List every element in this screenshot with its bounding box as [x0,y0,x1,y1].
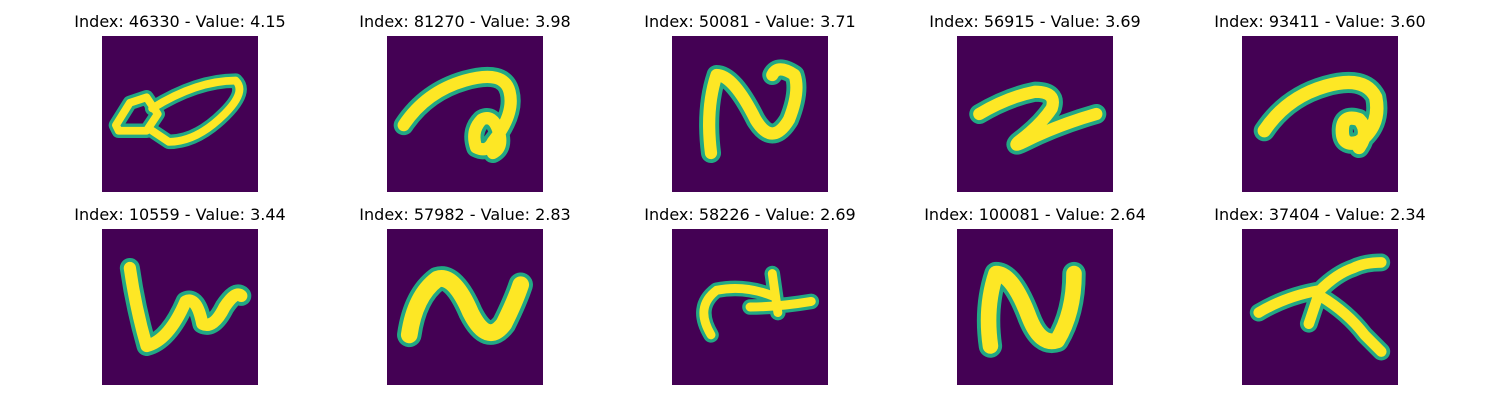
panel-title: Index: 46330 - Value: 4.15 [74,12,286,31]
handwritten-glyph-n-icon [957,229,1113,385]
panel-title: Index: 58226 - Value: 2.69 [644,205,856,224]
panel-title: Index: 93411 - Value: 3.60 [1214,12,1426,31]
panel-title: Index: 57982 - Value: 2.83 [359,205,571,224]
panel-title: Index: 81270 - Value: 3.98 [359,12,571,31]
handwritten-glyph-hook-icon [387,36,543,192]
panel-title: Index: 10559 - Value: 3.44 [74,205,286,224]
panel-title: Index: 50081 - Value: 3.71 [644,12,856,31]
handwritten-glyph-w-icon [102,229,258,385]
panel-title: Index: 100081 - Value: 2.64 [924,205,1146,224]
handwritten-glyph-plus-icon [672,229,828,385]
handwritten-glyph-cross-icon [1242,229,1398,385]
handwritten-glyph-n-icon [672,36,828,192]
handwritten-glyph-wave-icon [387,229,543,385]
panel-title: Index: 56915 - Value: 3.69 [929,12,1141,31]
panel-title: Index: 37404 - Value: 2.34 [1214,205,1426,224]
handwritten-glyph-curl-icon [1242,36,1398,192]
handwritten-glyph-z-icon [957,36,1113,192]
handwritten-glyph-loop-icon [102,36,258,192]
